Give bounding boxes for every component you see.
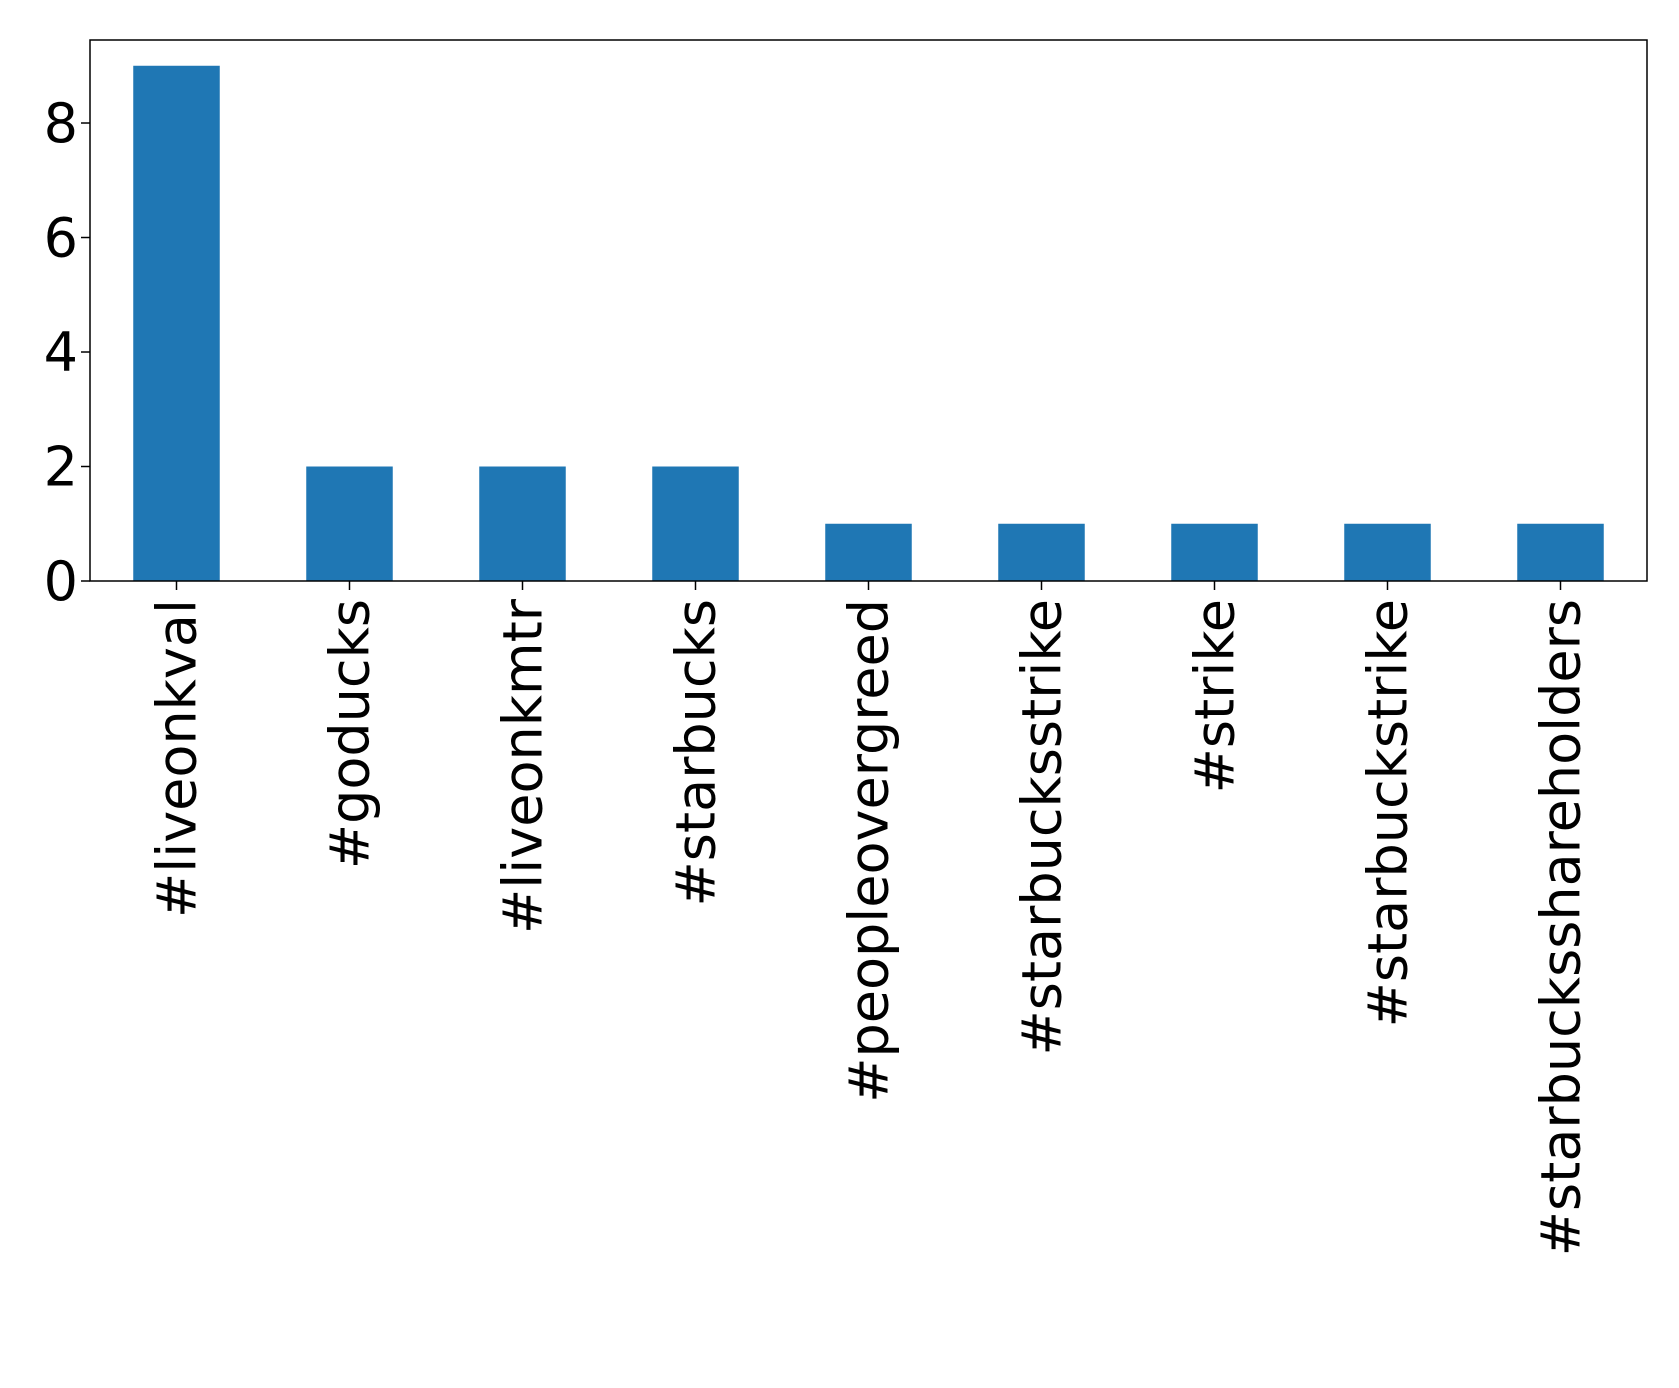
x-tick-label: #strike [1184, 599, 1247, 793]
x-tick-label: #starbuckstrike [1357, 599, 1420, 1027]
x-tick-label: #starbucksshareholders [1530, 599, 1593, 1256]
y-tick-label: 8 [44, 92, 78, 155]
bar-starbuckstrike [1344, 523, 1431, 581]
x-tick-label: #liveonkmtr [492, 598, 555, 934]
bar-peopleovergreed [825, 523, 912, 581]
x-tick-label: #goducks [319, 599, 382, 869]
x-tick-label: #liveonkval [146, 599, 209, 918]
x-tick-label: #peopleovergreed [838, 599, 901, 1103]
x-tick-label: #starbucksstrike [1011, 599, 1074, 1056]
x-tick-label: #starbucks [665, 599, 728, 906]
y-tick-label: 0 [44, 550, 78, 613]
y-tick-label: 2 [44, 436, 78, 499]
y-axis: 0 2 4 6 8 [44, 92, 90, 613]
bars-group [133, 65, 1604, 581]
y-tick-label: 4 [44, 321, 78, 384]
y-tick-label: 6 [44, 207, 78, 270]
plot-frame [89, 39, 1648, 582]
bar-goducks [306, 466, 393, 581]
x-axis: #liveonkval #goducks #liveonkmtr #starbucks… [146, 581, 1593, 1256]
bar-starbucksstrike [998, 523, 1085, 581]
bar-starbucksshareholders [1517, 523, 1604, 581]
bar-starbucks [652, 466, 739, 581]
bar-strike [1171, 523, 1258, 581]
bar-liveonkval [133, 65, 220, 581]
bar-liveonkmtr [479, 466, 566, 581]
